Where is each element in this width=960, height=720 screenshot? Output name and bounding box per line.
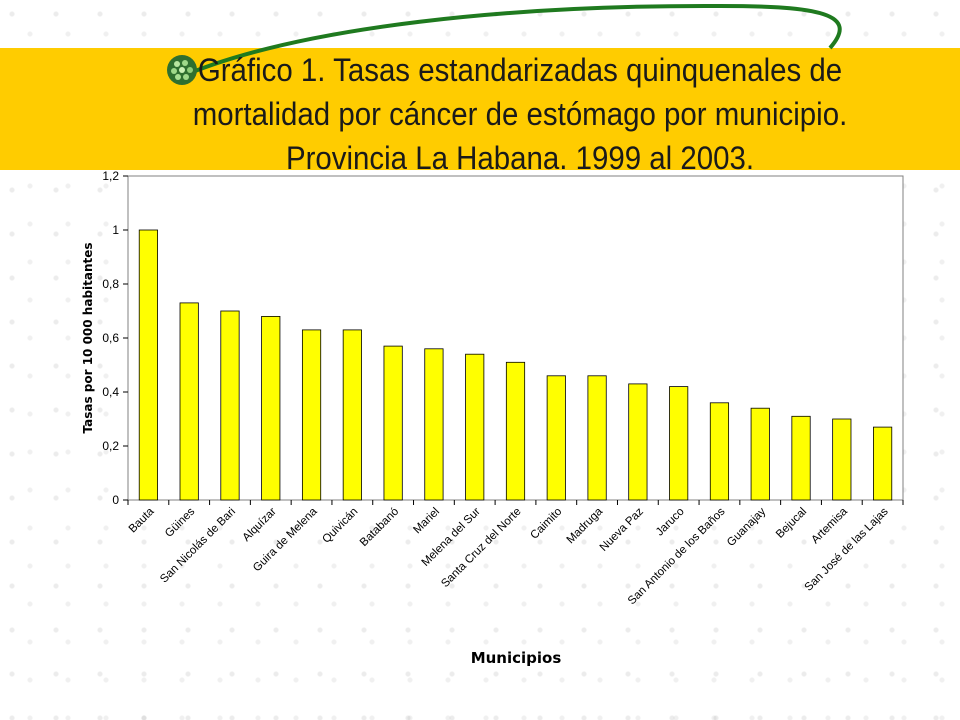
bar (138, 229, 158, 501)
bar (873, 426, 893, 501)
x-category-label: Artemisa (809, 505, 850, 546)
y-tick-label: 1,2 (102, 169, 119, 183)
y-tick-label: 0,8 (102, 277, 119, 291)
x-category-label: Caimito (528, 506, 564, 542)
x-category-label: Quivicán (320, 506, 360, 546)
bar (261, 315, 281, 501)
x-category-label: Guanajay (725, 505, 768, 548)
x-category-label: Bauta (127, 505, 157, 535)
x-category-label: Güines (163, 505, 197, 539)
x-category-label: Nueva Paz (598, 505, 646, 553)
bar (587, 375, 607, 501)
bar (179, 302, 199, 501)
bar (301, 329, 322, 501)
bar (546, 375, 566, 501)
x-category-label: San Nicolás de Bari (158, 506, 238, 586)
bar (669, 386, 689, 501)
y-tick-label: 1 (112, 223, 119, 237)
x-category-label: Mariel (411, 506, 442, 537)
x-category-label: San José de las Lajas (803, 505, 891, 593)
slide-title: Gráfico 1. Tasas estandarizadas quinquen… (192, 52, 848, 176)
x-category-label: Batabanó (358, 506, 401, 549)
y-tick-label: 0,4 (102, 385, 119, 399)
y-axis-title: Tasas por 10 000 habitantes (81, 242, 95, 433)
x-category-label: Bejucal (774, 506, 809, 541)
x-axis-title: Municipios (471, 649, 562, 667)
bar (709, 402, 730, 501)
bar (505, 361, 526, 501)
bar (383, 345, 403, 501)
y-tick-label: 0,2 (102, 439, 119, 453)
bar (342, 329, 362, 501)
bar (465, 353, 485, 501)
bar (832, 418, 852, 501)
bars (138, 229, 893, 501)
y-axis-ticks: 0 0,2 0,4 0,6 0,8 1 1,2 (102, 169, 128, 507)
bar (220, 310, 240, 501)
x-category-label: Madruga (565, 505, 606, 546)
decorative-arc (177, 3, 842, 80)
title-banner (0, 48, 960, 170)
green-bead-ball-icon (167, 55, 197, 85)
y-tick-label: 0 (112, 493, 119, 507)
bar (791, 415, 811, 501)
x-category-label: Jaruco (654, 506, 687, 539)
bar (750, 407, 770, 501)
bar (424, 348, 444, 501)
x-category-label: Alquízar (241, 506, 279, 544)
x-category-label: Santa Cruz del Norte (439, 506, 523, 590)
bar (628, 383, 648, 501)
y-tick-label: 0,6 (102, 331, 119, 345)
